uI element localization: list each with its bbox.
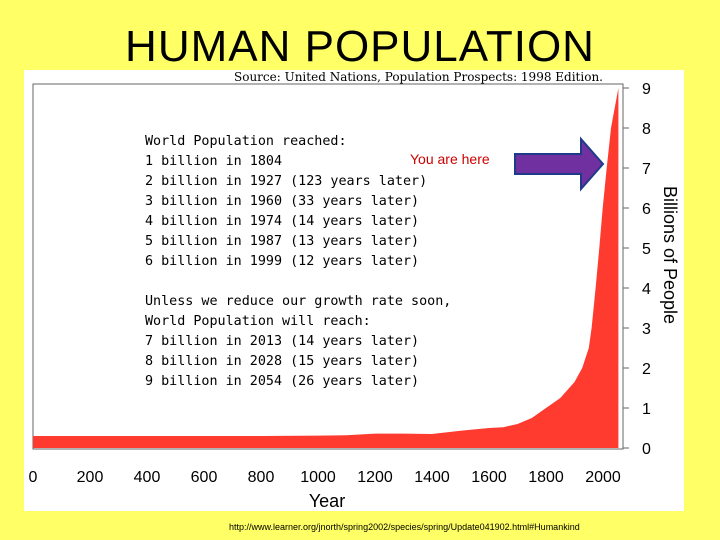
reached-line: 3 billion in 1960 (33 years later) xyxy=(145,194,419,209)
y-tick-label: 6 xyxy=(642,201,651,218)
reached-line: 4 billion in 1974 (14 years later) xyxy=(145,214,419,229)
projection-annotation: Unless we reduce our growth rate soon, Wo… xyxy=(145,294,451,389)
you-are-here-arrow xyxy=(514,136,605,192)
plot-frame xyxy=(32,83,624,450)
x-axis-label: Year xyxy=(309,491,345,511)
x-tick-label: 2000 xyxy=(585,469,621,486)
population-chart: World Population reached: 1 billion in 18… xyxy=(29,81,680,511)
y-tick-label: 3 xyxy=(642,321,651,338)
projection-line: 9 billion in 2054 (26 years later) xyxy=(145,374,419,389)
y-tick-label: 5 xyxy=(642,241,651,258)
chart-panel: World Population reached: 1 billion in 18… xyxy=(24,70,684,511)
x-tick-label: 800 xyxy=(248,469,275,486)
projection-line: 8 billion in 2028 (15 years later) xyxy=(145,354,419,369)
y-tick-label: 7 xyxy=(642,161,651,178)
footer-url: http://www.learner.org/jnorth/spring2002… xyxy=(229,522,580,532)
x-tick-label: 400 xyxy=(134,469,161,486)
x-axis-ticks: 0 200 400 600 800 1000 1200 1400 1600 1800 2000 xyxy=(29,469,621,486)
reached-line: 1 billion in 1804 xyxy=(145,154,282,169)
x-tick-label: 200 xyxy=(77,469,104,486)
y-tick-label: 0 xyxy=(642,441,651,458)
reached-line: 2 billion in 1927 (123 years later) xyxy=(145,174,427,189)
x-tick-label: 600 xyxy=(191,469,218,486)
x-tick-label: 1200 xyxy=(357,469,393,486)
projection-line: Unless we reduce our growth rate soon, xyxy=(145,294,451,309)
x-tick-label: 1400 xyxy=(414,469,450,486)
y-tick-label: 4 xyxy=(642,281,651,298)
y-tick-label: 8 xyxy=(642,121,651,138)
x-tick-label: 0 xyxy=(29,469,38,486)
y-tick-label: 2 xyxy=(642,361,651,378)
x-tick-label: 1000 xyxy=(300,469,336,486)
projection-line: World Population will reach: xyxy=(145,314,371,329)
y-axis-label: Billions of People xyxy=(660,186,680,324)
x-tick-label: 1600 xyxy=(471,469,507,486)
x-tick-label: 1800 xyxy=(528,469,564,486)
reached-line: 5 billion in 1987 (13 years later) xyxy=(145,234,419,249)
y-tick-label: 1 xyxy=(642,401,651,418)
slide-title: HUMAN POPULATION xyxy=(125,22,595,71)
projection-line: 7 billion in 2013 (14 years later) xyxy=(145,334,419,349)
y-axis-ticks: 0 1 2 3 4 5 6 7 8 9 xyxy=(623,81,651,458)
population-area xyxy=(33,88,619,448)
reached-annotation: World Population reached: 1 billion in 18… xyxy=(145,134,427,269)
y-tick-label: 9 xyxy=(642,81,651,98)
reached-line: World Population reached: xyxy=(145,134,347,149)
source-note: Source: United Nations, Population Prosp… xyxy=(234,70,603,84)
you-are-here-label: You are here xyxy=(410,151,490,167)
reached-line: 6 billion in 1999 (12 years later) xyxy=(145,254,419,269)
